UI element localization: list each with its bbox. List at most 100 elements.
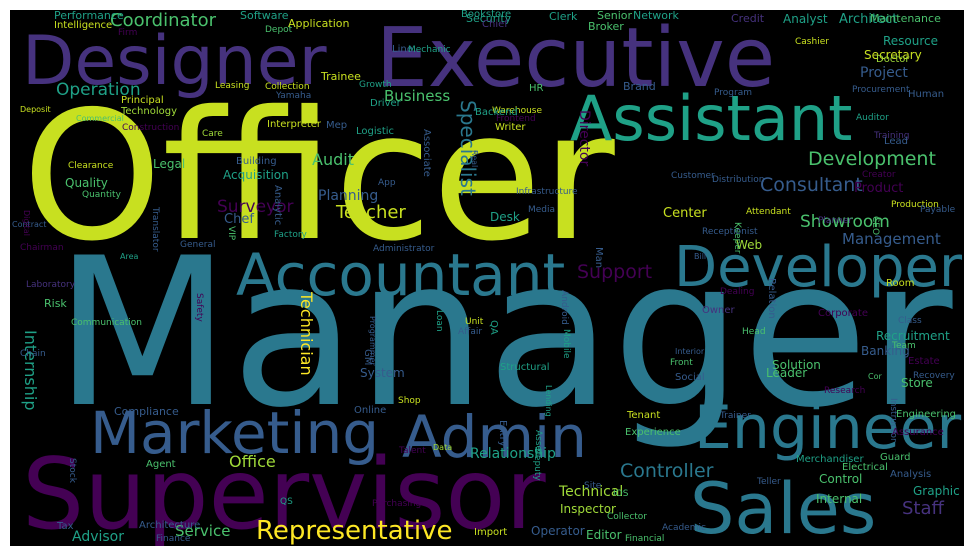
word-laboratory: Laboratory	[26, 280, 76, 290]
word-director: Director	[576, 110, 592, 167]
word-service: Service	[175, 522, 231, 540]
word-stock: Stock	[67, 458, 77, 483]
word-auditor: Auditor	[856, 113, 889, 123]
word-brand: Brand	[623, 80, 656, 93]
word-site: Site	[584, 481, 602, 491]
word-chairman: Chairman	[20, 243, 64, 253]
word-internship: Internship	[21, 330, 40, 411]
word-desk: Desk	[490, 210, 520, 224]
word-representative: Representative	[256, 516, 453, 546]
word-man: Man	[593, 247, 604, 269]
word-program: Program	[714, 88, 752, 98]
word-assistant: Assistant	[570, 82, 853, 155]
word-digital: Digital	[22, 210, 31, 236]
word-qa: QA	[488, 320, 499, 335]
word-room: Room	[886, 278, 915, 289]
word-customer: Customer	[671, 171, 715, 181]
word-engineering: Engineering	[896, 409, 956, 420]
word-management: Management	[842, 230, 941, 248]
word-planner: Planner	[818, 216, 853, 226]
word-media: Media	[528, 205, 556, 215]
word-broker: Broker	[588, 20, 624, 33]
word-acquisition: Acquisition	[223, 168, 289, 182]
word-quality: Quality	[65, 176, 108, 190]
word-merchandiser: Merchandiser	[796, 454, 864, 465]
word-cashier: Cashier	[795, 37, 829, 47]
word-manager: Manager	[54, 215, 953, 453]
word-construction: Construction	[122, 123, 180, 133]
word-front: Front	[670, 358, 693, 368]
word-vip: VIP	[226, 226, 236, 241]
word-relation: Relation	[766, 278, 777, 319]
word-safety: Safety	[194, 293, 204, 322]
word-android: Android	[559, 290, 569, 325]
word-collection: Collection	[265, 82, 310, 92]
word-ceo: CEO	[870, 216, 880, 236]
word-structural: Structural	[500, 362, 550, 373]
word-experience: Experience	[625, 427, 681, 438]
word-control: Control	[819, 472, 863, 486]
word-controller: Controller	[620, 460, 714, 482]
word-analytic: Analytic	[272, 185, 283, 226]
word-interior: Interior	[675, 347, 705, 356]
word-office: Office	[229, 452, 276, 471]
word-talent: Talent	[399, 446, 426, 456]
word-yamaha: Yamaha	[276, 91, 312, 101]
word-resource: Resource	[883, 34, 939, 48]
word-officer: Officer	[22, 73, 615, 280]
word-internal: Internal	[816, 492, 863, 506]
word-communication: Communication	[71, 318, 142, 328]
word-interpreter: Interpreter	[267, 119, 322, 130]
word-support: Support	[577, 261, 653, 283]
word-inspector: Inspector	[560, 502, 616, 516]
word-graphic: Graphic	[913, 484, 960, 498]
word-training: Training	[874, 131, 910, 141]
word-intelligence: Intelligence	[54, 20, 113, 31]
word-distribution: Distribution	[712, 175, 765, 185]
word-factory: Factory	[274, 230, 307, 240]
word-driver: Driver	[370, 98, 401, 109]
word-warehouse: Warehouse	[492, 106, 543, 116]
word-loan: Loan	[434, 310, 444, 332]
word-backend: Backend	[475, 107, 518, 118]
word-agent: Agent	[146, 459, 176, 470]
word-line: Line	[392, 44, 413, 55]
word-system: System	[360, 366, 405, 380]
word-clearance: Clearance	[68, 161, 114, 171]
word-attendant: Attendant	[746, 207, 791, 217]
word-research: Research	[824, 386, 866, 396]
word-production: Production	[891, 200, 939, 210]
word-lead: Lead	[884, 136, 909, 147]
word-import: Import	[474, 527, 508, 538]
word-sales: Sales	[690, 468, 877, 546]
word-online: Online	[354, 405, 387, 416]
word-purchasing: Purchasing	[372, 499, 422, 509]
word-procurement: Procurement	[852, 85, 910, 95]
word-care: Care	[202, 129, 223, 139]
word-deputy: Deputy	[532, 448, 542, 481]
word-bookstore: Bookstore	[461, 10, 512, 20]
word-writer: Writer	[495, 122, 526, 133]
word-coordinator: Coordinator	[110, 10, 217, 31]
word-store: Store	[901, 376, 933, 390]
word-estate: Estate	[908, 356, 940, 367]
word-trainer: Trainer	[720, 411, 751, 421]
word-recruitment: Recruitment	[876, 329, 950, 343]
word-application: Application	[288, 17, 350, 30]
word-supervisor: Supervisor	[22, 438, 546, 546]
word-legal: Legal	[153, 157, 186, 171]
word-dealing: Dealing	[720, 287, 755, 297]
word-teller: Teller	[757, 477, 781, 487]
word-class: Class	[898, 316, 922, 326]
word-shop: Shop	[398, 396, 421, 406]
word-owner: Owner	[702, 305, 735, 316]
word-depot: Depot	[265, 25, 293, 35]
word-secretary: Secretary	[864, 48, 922, 62]
word-recovery: Recovery	[913, 371, 955, 381]
word-web: Web	[736, 238, 763, 252]
word-showroom: Showroom	[800, 212, 890, 232]
word-general: General	[180, 240, 216, 250]
word-head: Head	[742, 327, 766, 337]
word-audit: Audit	[312, 150, 354, 169]
word-network: Network	[633, 10, 679, 22]
